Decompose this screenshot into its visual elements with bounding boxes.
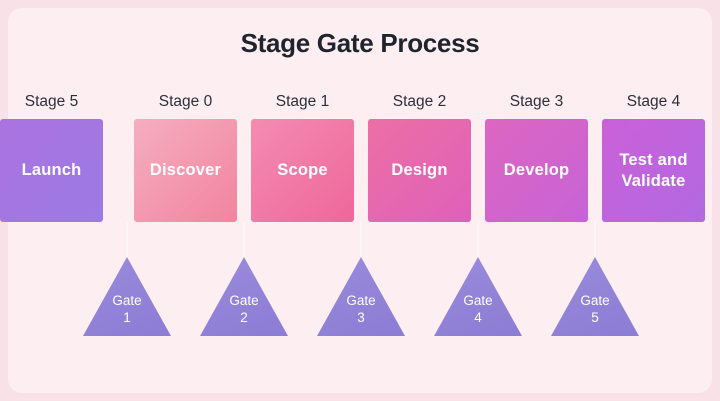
stage-column-1: Stage 1 Scope <box>251 93 354 222</box>
stage-1-label: Stage 1 <box>275 93 330 110</box>
gate-3-number: 3 <box>357 310 365 326</box>
connector-line-5 <box>594 222 596 260</box>
stage-2-name: Design <box>391 161 448 180</box>
gate-1-number: 1 <box>123 310 131 326</box>
stage-5-box: Launch <box>0 119 103 222</box>
connector-line-1 <box>126 222 128 260</box>
stage-4-label: Stage 4 <box>626 93 681 110</box>
stage-5-label: Stage 5 <box>24 93 79 110</box>
stage-2-box: Design <box>368 119 471 222</box>
stage-column-3: Stage 3 Develop <box>485 93 588 222</box>
stage-column-2: Stage 2 Design <box>368 93 471 222</box>
connector-line-4 <box>477 222 479 260</box>
stage-4-box: Test and Validate <box>602 119 705 222</box>
stage-column-4: Stage 4 Test and Validate <box>602 93 705 222</box>
stage-3-name: Develop <box>503 161 570 180</box>
stage-2-label: Stage 2 <box>392 93 447 110</box>
stage-3-box: Develop <box>485 119 588 222</box>
stage-column-5: Stage 5 Launch <box>0 93 103 222</box>
gate-5-number: 5 <box>591 310 599 326</box>
stage-1-box: Scope <box>251 119 354 222</box>
stage-column-0: Stage 0 Discover <box>134 93 237 222</box>
stage-4-name: Test and Validate <box>619 150 688 190</box>
gate-5-label: Gate <box>580 293 610 309</box>
gate-2-number: 2 <box>240 310 248 326</box>
stage-0-label: Stage 0 <box>158 93 213 110</box>
gate-1-label: Gate <box>112 293 142 309</box>
gate-4-number: 4 <box>474 310 482 326</box>
stage-5-name: Launch <box>21 161 82 180</box>
connector-line-2 <box>243 222 245 260</box>
gate-2-label: Gate <box>229 293 259 309</box>
stage-0-box: Discover <box>134 119 237 222</box>
stage-1-name: Scope <box>277 161 328 180</box>
stage-0-name: Discover <box>149 161 222 180</box>
connector-line-3 <box>360 222 362 260</box>
stage-3-label: Stage 3 <box>509 93 564 110</box>
diagram-title: Stage Gate Process <box>240 28 480 58</box>
gate-3-label: Gate <box>346 293 376 309</box>
gate-4-label: Gate <box>463 293 493 309</box>
